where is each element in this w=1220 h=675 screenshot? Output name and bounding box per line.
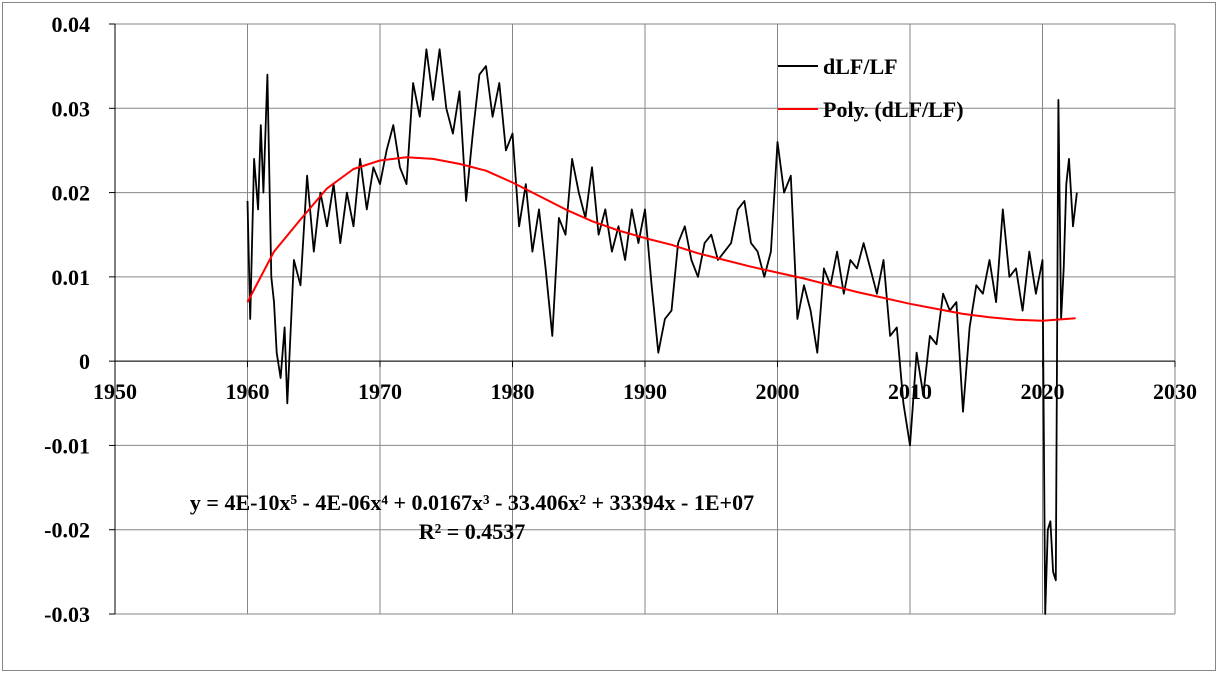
trendline-r-squared: R² = 0.4537 [419,519,526,544]
y-tick-label: 0.02 [52,181,91,206]
y-tick-label: 0.01 [52,265,91,290]
x-tick-label: 2020 [1021,379,1065,404]
x-tick-label: 2000 [756,379,800,404]
y-tick-label: 0.04 [52,12,91,37]
y-tick-label: -0.02 [44,518,90,543]
trendline-equation: y = 4E-10x⁵ - 4E-06x⁴ + 0.0167x³ - 33.40… [190,490,754,515]
x-tick-label: 1960 [226,379,270,404]
legend-label-dlf: dLF/LF [823,54,898,79]
legend-label-poly: Poly. (dLF/LF) [823,97,964,122]
series-line-dlf [246,48,1078,615]
y-tick-label: 0 [79,349,90,374]
axes: 1950 1960 1970 1980 1990 2000 2010 2020 2030-0.0… [44,12,1197,627]
y-tick-label: -0.01 [44,433,90,458]
x-tick-label: 2030 [1153,379,1197,404]
x-tick-label: 1990 [623,379,667,404]
y-tick-label: 0.03 [52,96,91,121]
series-layer [246,48,1078,615]
x-tick-label: 1980 [491,379,535,404]
trendline-poly [246,156,1076,322]
y-tick-label: -0.03 [44,602,90,627]
x-tick-label: 1970 [358,379,402,404]
legend: dLF/LF Poly. (dLF/LF) [778,54,964,122]
